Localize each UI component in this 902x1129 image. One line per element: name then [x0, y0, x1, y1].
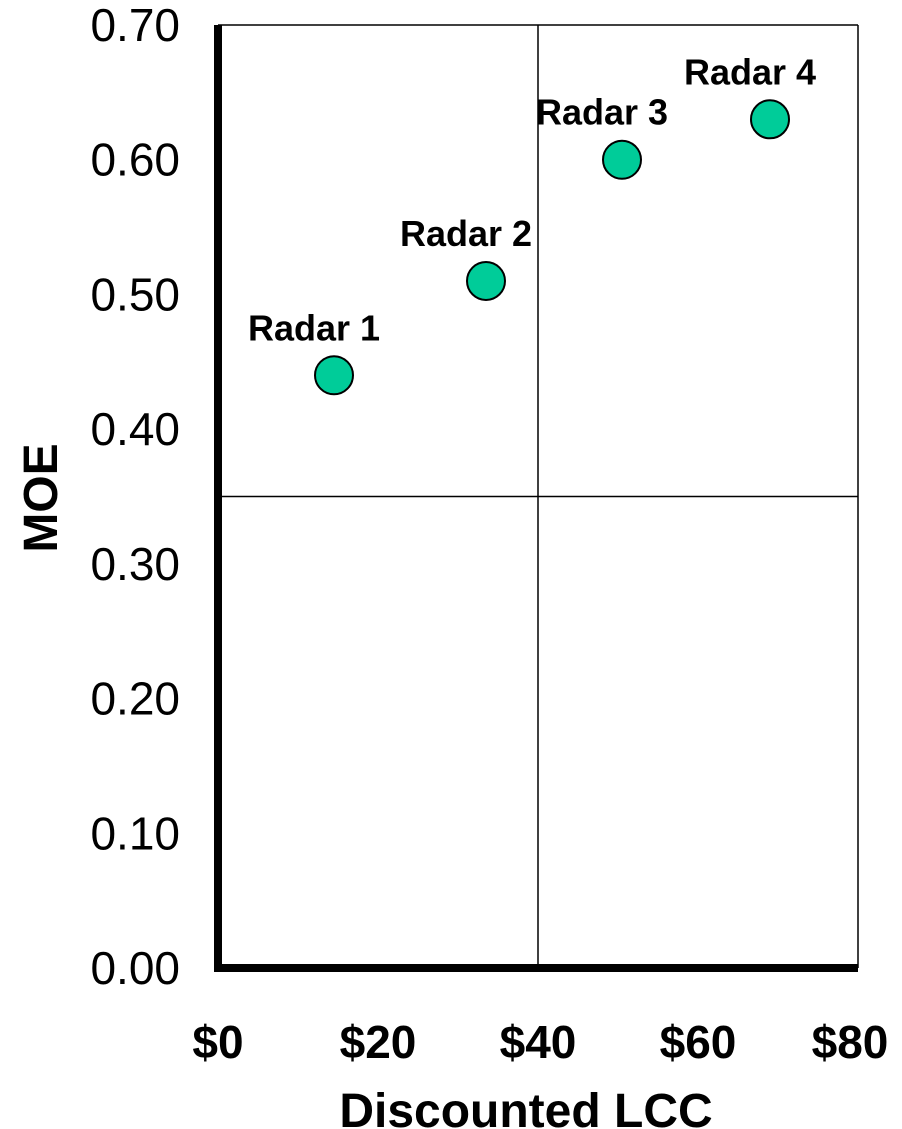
x-tick-label: $80	[812, 1016, 889, 1068]
point-label: Radar 4	[684, 51, 816, 92]
x-tick-label: $40	[500, 1016, 577, 1068]
y-tick-label: 0.20	[90, 673, 180, 725]
point-label: Radar 1	[248, 307, 380, 348]
y-tick-label: 0.50	[90, 268, 180, 320]
y-tick-labels: 0.00 0.10 0.20 0.30 0.40 0.50 0.60 0.70	[90, 0, 180, 994]
data-point	[466, 260, 506, 301]
y-tick-label: 0.10	[90, 807, 180, 859]
data-point	[602, 139, 642, 180]
y-tick-label: 0.00	[90, 942, 180, 994]
x-axis-title: Discounted LCC	[339, 1085, 712, 1129]
y-tick-label: 0.30	[90, 538, 180, 590]
x-tick-label: $20	[340, 1016, 417, 1068]
y-axis-title: MOE	[15, 443, 68, 552]
point-labels: Radar 1 Radar 2 Radar 3 Radar 4	[248, 51, 816, 348]
data-points	[314, 99, 790, 396]
x-tick-labels: $0 $20 $40 $60 $80	[192, 1016, 888, 1068]
data-point	[750, 99, 790, 140]
reference-lines	[218, 25, 858, 968]
x-tick-label: $60	[660, 1016, 737, 1068]
x-tick-label: $0	[192, 1016, 243, 1068]
y-tick-label: 0.40	[90, 403, 180, 455]
y-tick-label: 0.70	[90, 0, 180, 51]
data-point	[314, 355, 354, 396]
point-label: Radar 2	[400, 213, 532, 254]
axes	[214, 25, 858, 972]
y-tick-label: 0.60	[90, 134, 180, 186]
point-label: Radar 3	[536, 92, 668, 133]
